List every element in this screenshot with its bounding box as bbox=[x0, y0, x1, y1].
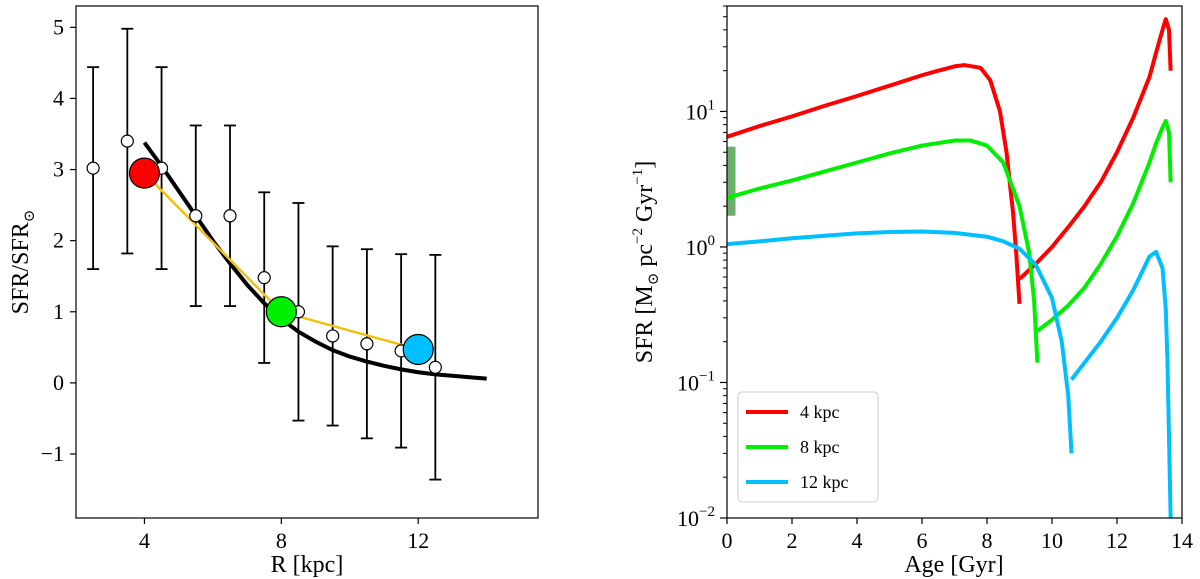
fit-curve bbox=[142, 141, 487, 381]
data-point bbox=[189, 209, 203, 223]
left-x-axis-label: R [kpc] bbox=[271, 552, 344, 578]
series-12-kpc bbox=[726, 229, 1074, 454]
model-point-4-kpc bbox=[128, 157, 161, 189]
data-point bbox=[223, 209, 237, 223]
legend-label: 4 kpc bbox=[800, 402, 840, 422]
x-tick-label: 0 bbox=[722, 528, 733, 553]
right-ticks: 0 2 4 6 8 10 12 14 10−2 10−1 100 101 bbox=[677, 5, 1193, 553]
data-point bbox=[86, 161, 100, 175]
y-tick-label: 0 bbox=[53, 370, 64, 395]
x-tick-label: 10 bbox=[1041, 528, 1063, 553]
x-tick-label: 12 bbox=[407, 528, 429, 553]
data-point bbox=[326, 329, 340, 343]
x-tick-label: 6 bbox=[917, 528, 928, 553]
legend-label: 12 kpc bbox=[800, 472, 849, 492]
data-point bbox=[120, 134, 134, 148]
right-axes-frame bbox=[726, 5, 1183, 519]
observed-sfr-band bbox=[727, 146, 736, 216]
right-y-axis-label: SFR [M⊙ pc−2 Gyr−1] bbox=[630, 161, 662, 364]
y-tick-label: 4 bbox=[53, 85, 64, 110]
y-tick-label: 100 bbox=[686, 233, 716, 260]
x-tick-label: 4 bbox=[139, 528, 150, 553]
x-tick-label: 8 bbox=[982, 528, 993, 553]
left-axes-frame bbox=[75, 5, 539, 519]
y-tick-label: 3 bbox=[53, 157, 64, 182]
y-tick-label: 10−2 bbox=[677, 504, 715, 531]
model-point-8-kpc bbox=[265, 296, 297, 328]
y-tick-label: 101 bbox=[686, 97, 716, 124]
series-4-kpc bbox=[1018, 17, 1173, 281]
y-tick-label: 1 bbox=[53, 299, 64, 324]
x-tick-label: 4 bbox=[852, 528, 863, 553]
model-point-12-kpc bbox=[402, 333, 434, 366]
legend-label: 8 kpc bbox=[800, 437, 840, 457]
x-tick-label: 8 bbox=[276, 528, 287, 553]
y-tick-label: 10−1 bbox=[677, 368, 715, 395]
legend-box bbox=[737, 391, 879, 503]
y-tick-label: 2 bbox=[53, 228, 64, 253]
left-plot-content bbox=[86, 27, 487, 481]
y-tick-label: 5 bbox=[53, 14, 64, 39]
series-8-kpc bbox=[726, 138, 1040, 363]
x-tick-label: 12 bbox=[1106, 528, 1128, 553]
series-8-kpc bbox=[1036, 119, 1173, 333]
x-tick-label: 14 bbox=[1171, 528, 1193, 553]
y-tick-label: −1 bbox=[41, 441, 64, 466]
left-y-axis-label: SFR/SFR⊙ bbox=[8, 210, 38, 315]
legend: 4 kpc 8 kpc 12 kpc bbox=[737, 391, 879, 503]
data-point bbox=[360, 337, 374, 351]
data-point bbox=[257, 271, 271, 285]
right-chart: 0 2 4 6 8 10 12 14 10−2 10−1 100 101 Age [Gyr] SFR … bbox=[630, 5, 1193, 578]
right-x-axis-label: Age [Gyr] bbox=[904, 552, 1003, 578]
x-tick-label: 2 bbox=[787, 528, 798, 553]
data-point bbox=[428, 360, 442, 374]
right-plot-content bbox=[726, 17, 1173, 519]
series-12-kpc bbox=[1069, 249, 1173, 519]
